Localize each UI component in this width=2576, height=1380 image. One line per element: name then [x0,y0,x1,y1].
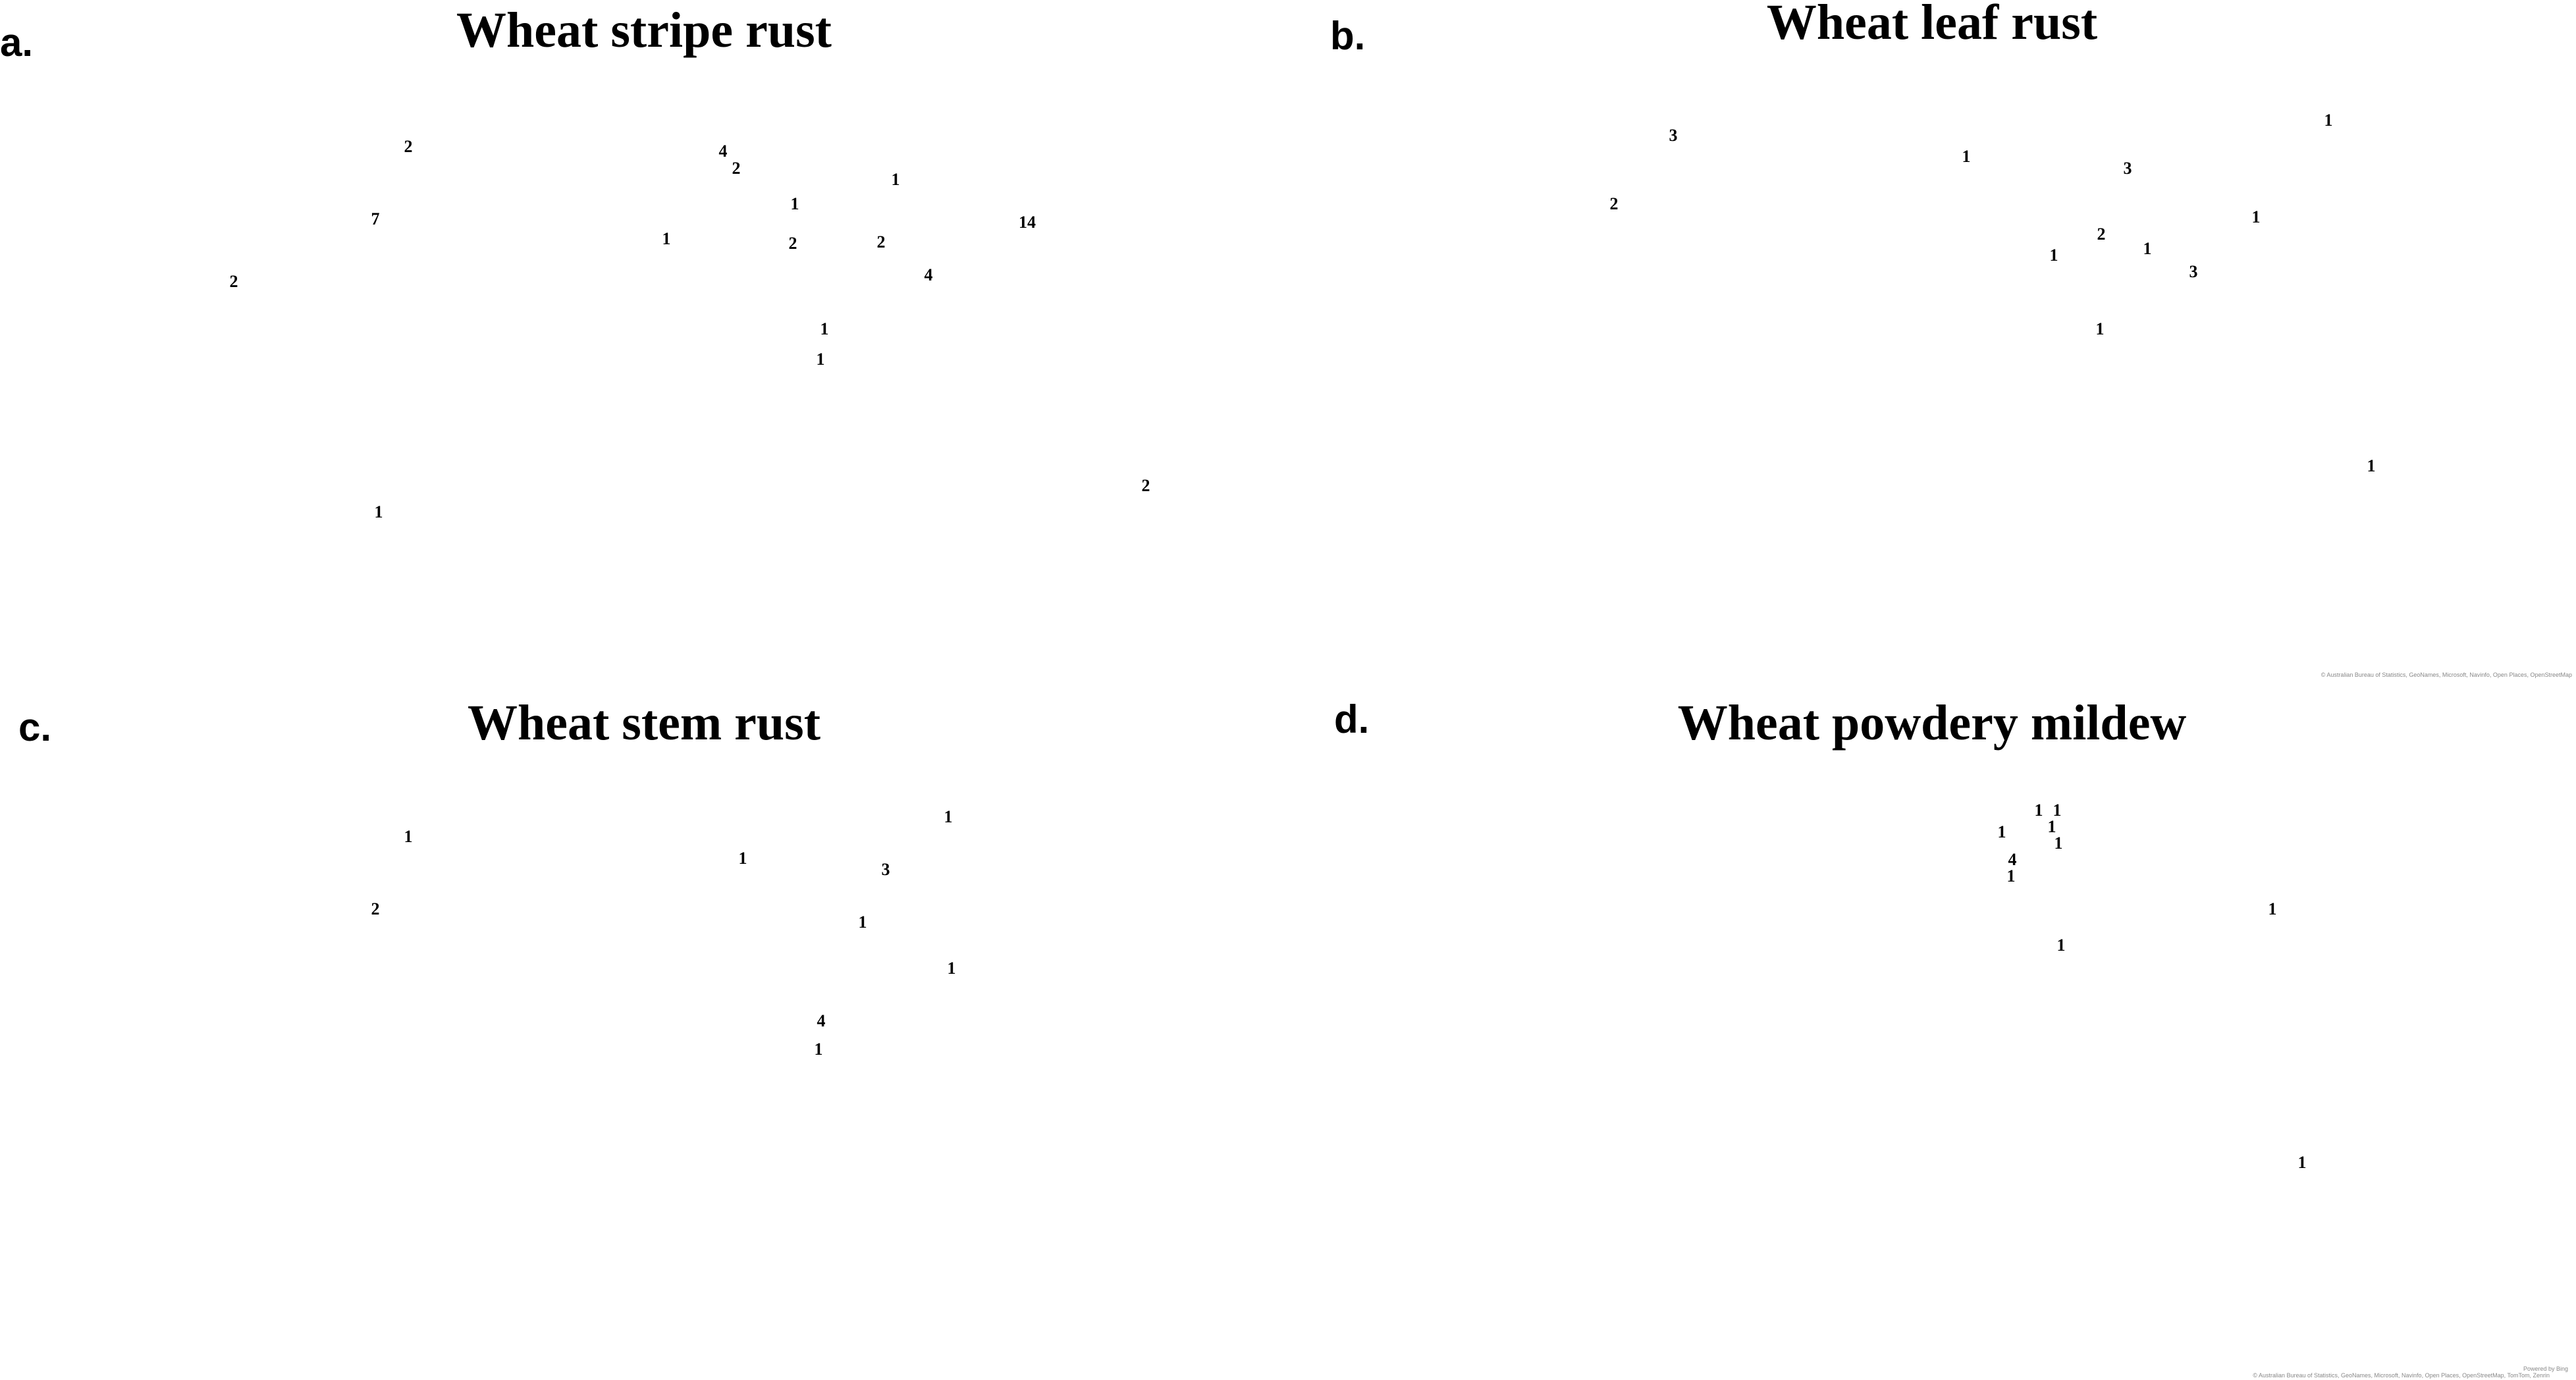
count-label: 1 [2050,246,2058,265]
count-label: 2 [789,234,797,253]
count-label: 1 [2298,1153,2307,1172]
count-label: 1 [817,350,825,369]
count-label: 1 [820,319,829,338]
count-label: 1 [2048,817,2056,836]
count-label: 1 [2035,801,2043,820]
count-label: 4 [925,265,933,284]
count-label: 2 [404,137,413,156]
count-label: 1 [662,229,671,248]
panel-a: 2 7 2 1 4 2 1 1 2 1 2 4 14 1 1 2 a. Wheat stripe rust [0,0,1288,690]
count-label: 1 [1998,822,2006,841]
count-label: 1 [2096,319,2105,338]
map-title: Wheat stripe rust [456,3,832,58]
count-label: 1 [2268,899,2277,918]
panel-letter: c. [18,705,52,749]
count-label: 4 [817,1011,826,1030]
map-credit: © Australian Bureau of Statistics, GeoNa… [2321,672,2572,678]
map-title: Wheat powdery mildew [1677,695,2187,751]
map-credit-bing: Powered by Bing [2523,1366,2568,1372]
count-label: 1 [2252,207,2261,226]
map-credit: © Australian Bureau of Statistics, GeoNa… [2253,1372,2550,1379]
count-label: 3 [2189,262,2198,281]
count-label: 1 [2057,936,2066,955]
panel-letter: b. [1330,14,1366,58]
count-label: 3 [882,860,890,879]
count-label: 1 [739,849,747,868]
count-label: 1 [2367,456,2376,475]
count-label: 7 [371,209,380,228]
count-label: 1 [815,1040,823,1059]
count-label: 1 [404,827,413,846]
count-label: 2 [371,899,380,918]
count-label: 1 [2007,866,2016,886]
panel-letter: a. [0,20,34,65]
count-label: 1 [944,807,953,826]
count-label: 1 [2324,111,2333,130]
count-label: 2 [732,159,741,178]
count-label: 2 [877,232,886,252]
count-label: 4 [2008,850,2017,869]
count-label: 1 [948,959,956,978]
count-label: 1 [375,502,383,521]
count-label: 14 [1019,213,1036,232]
count-label: 1 [859,913,867,932]
panel-letter: d. [1334,697,1370,741]
map-leaf-rust: 3 2 1 1 3 1 2 1 3 1 1 1 [1610,111,2376,475]
panel-c: 1 2 1 1 3 1 1 4 1 c. Wheat stem rust [0,690,1288,1380]
map-stem-rust: 1 2 1 1 3 1 1 4 1 [371,807,956,1059]
count-label: 1 [791,194,799,213]
count-label: 1 [892,170,900,189]
count-label: 1 [2143,239,2152,258]
count-label: 1 [2054,834,2063,853]
count-label: 4 [719,142,728,161]
count-label: 2 [1610,194,1619,213]
count-label: 1 [2053,801,2062,820]
panel-b: 3 2 1 1 3 1 2 1 3 1 1 1 b. Wheat leaf rust © Austra… [1288,0,2576,690]
map-title: Wheat stem rust [467,695,821,751]
count-label: 2 [1142,476,1150,495]
count-label: 3 [1669,126,1678,145]
count-label: 1 [1962,147,1971,166]
map-title: Wheat leaf rust [1766,0,2098,50]
count-label: 3 [2124,159,2132,178]
count-label: 2 [230,272,238,291]
count-label: 2 [2097,225,2106,244]
